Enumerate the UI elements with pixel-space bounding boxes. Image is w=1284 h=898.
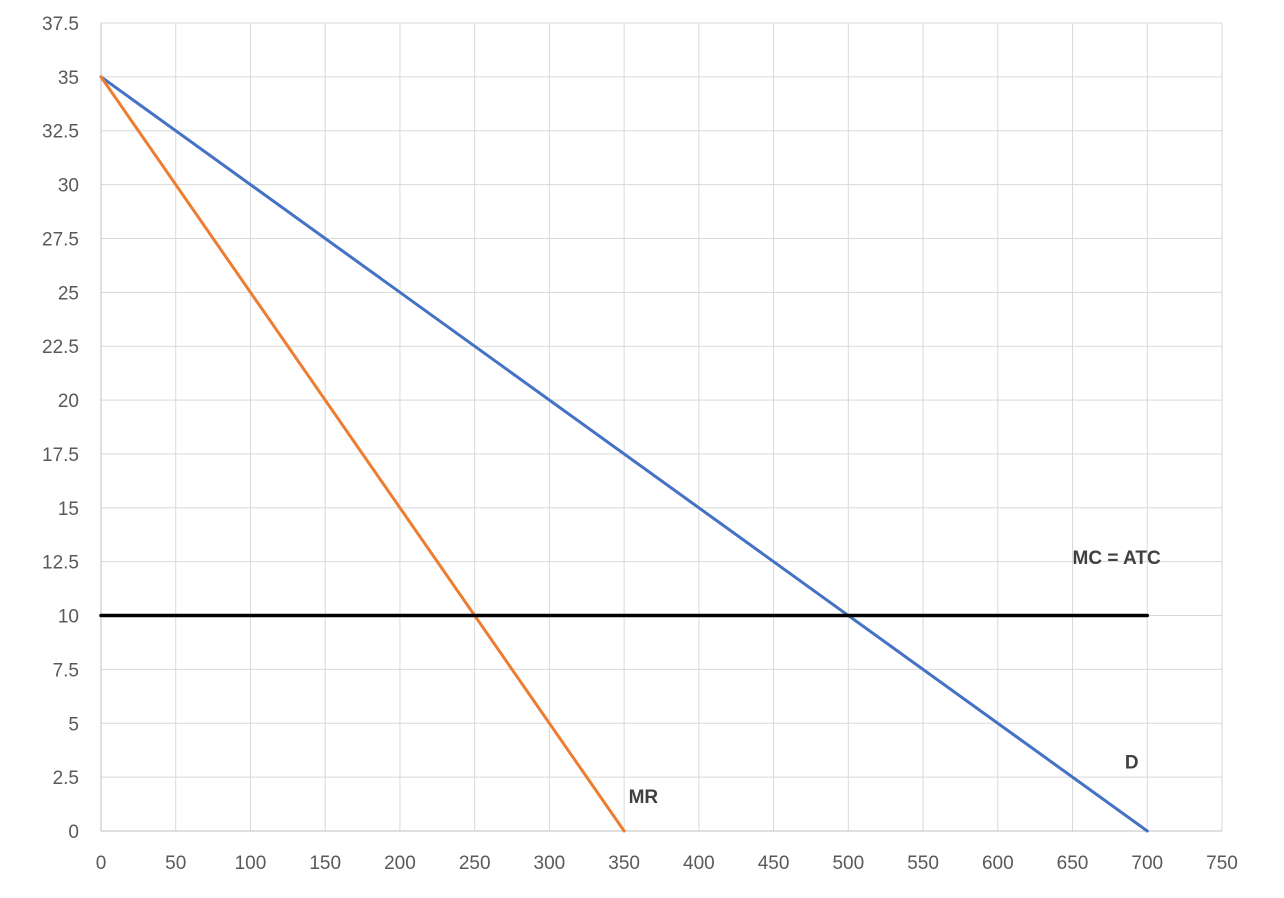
y-tick-label: 22.5 (42, 337, 79, 358)
y-tick-label: 25 (58, 283, 79, 304)
curve-labels: MC = ATC D MR (629, 548, 1161, 808)
x-tick-label: 300 (534, 853, 566, 874)
x-tick-label: 350 (608, 853, 640, 874)
x-tick-label: 450 (758, 853, 790, 874)
x-tick-label: 700 (1131, 853, 1163, 874)
axes (100, 23, 1222, 832)
curve-label-d: D (1125, 753, 1139, 774)
gridlines (101, 22, 1223, 831)
x-tick-label: 50 (165, 853, 186, 874)
x-tick-label: 500 (832, 853, 864, 874)
x-tick-label: 250 (459, 853, 491, 874)
y-tick-labels: 0 2.5 5 7.5 10 12.5 15 17.5 20 22.5 25 27.5 30 32.5 35… (42, 14, 79, 843)
series-lines (99, 75, 1150, 833)
y-tick-label: 30 (58, 176, 79, 197)
y-tick-label: 2.5 (53, 768, 79, 789)
x-tick-label: 200 (384, 853, 416, 874)
y-tick-label: 10 (58, 607, 79, 628)
x-tick-label: 400 (683, 853, 715, 874)
x-tick-label: 0 (96, 853, 107, 874)
curve-label-mc-atc: MC = ATC (1073, 548, 1161, 569)
y-tick-label: 7.5 (53, 660, 79, 681)
series-line-mr (99, 75, 626, 833)
x-tick-labels: 0 50 100 150 200 250 300 350 400 450 500 550 600 650 7… (96, 853, 1238, 874)
y-tick-label: 32.5 (42, 122, 79, 143)
x-tick-label: 150 (309, 853, 341, 874)
series-line-d (99, 75, 1149, 833)
y-tick-label: 20 (58, 391, 79, 412)
y-tick-label: 15 (58, 499, 79, 520)
y-tick-label: 5 (68, 714, 79, 735)
y-tick-label: 0 (68, 822, 79, 843)
y-tick-label: 17.5 (42, 445, 79, 466)
y-tick-label: 37.5 (42, 14, 79, 35)
curve-label-mr: MR (629, 787, 659, 808)
y-tick-label: 12.5 (42, 553, 79, 574)
x-tick-label: 650 (1057, 853, 1089, 874)
y-tick-label: 27.5 (42, 229, 79, 250)
y-tick-label: 35 (58, 68, 79, 89)
x-tick-label: 550 (907, 853, 939, 874)
x-tick-label: 750 (1206, 853, 1238, 874)
x-tick-label: 600 (982, 853, 1014, 874)
x-tick-label: 100 (235, 853, 267, 874)
